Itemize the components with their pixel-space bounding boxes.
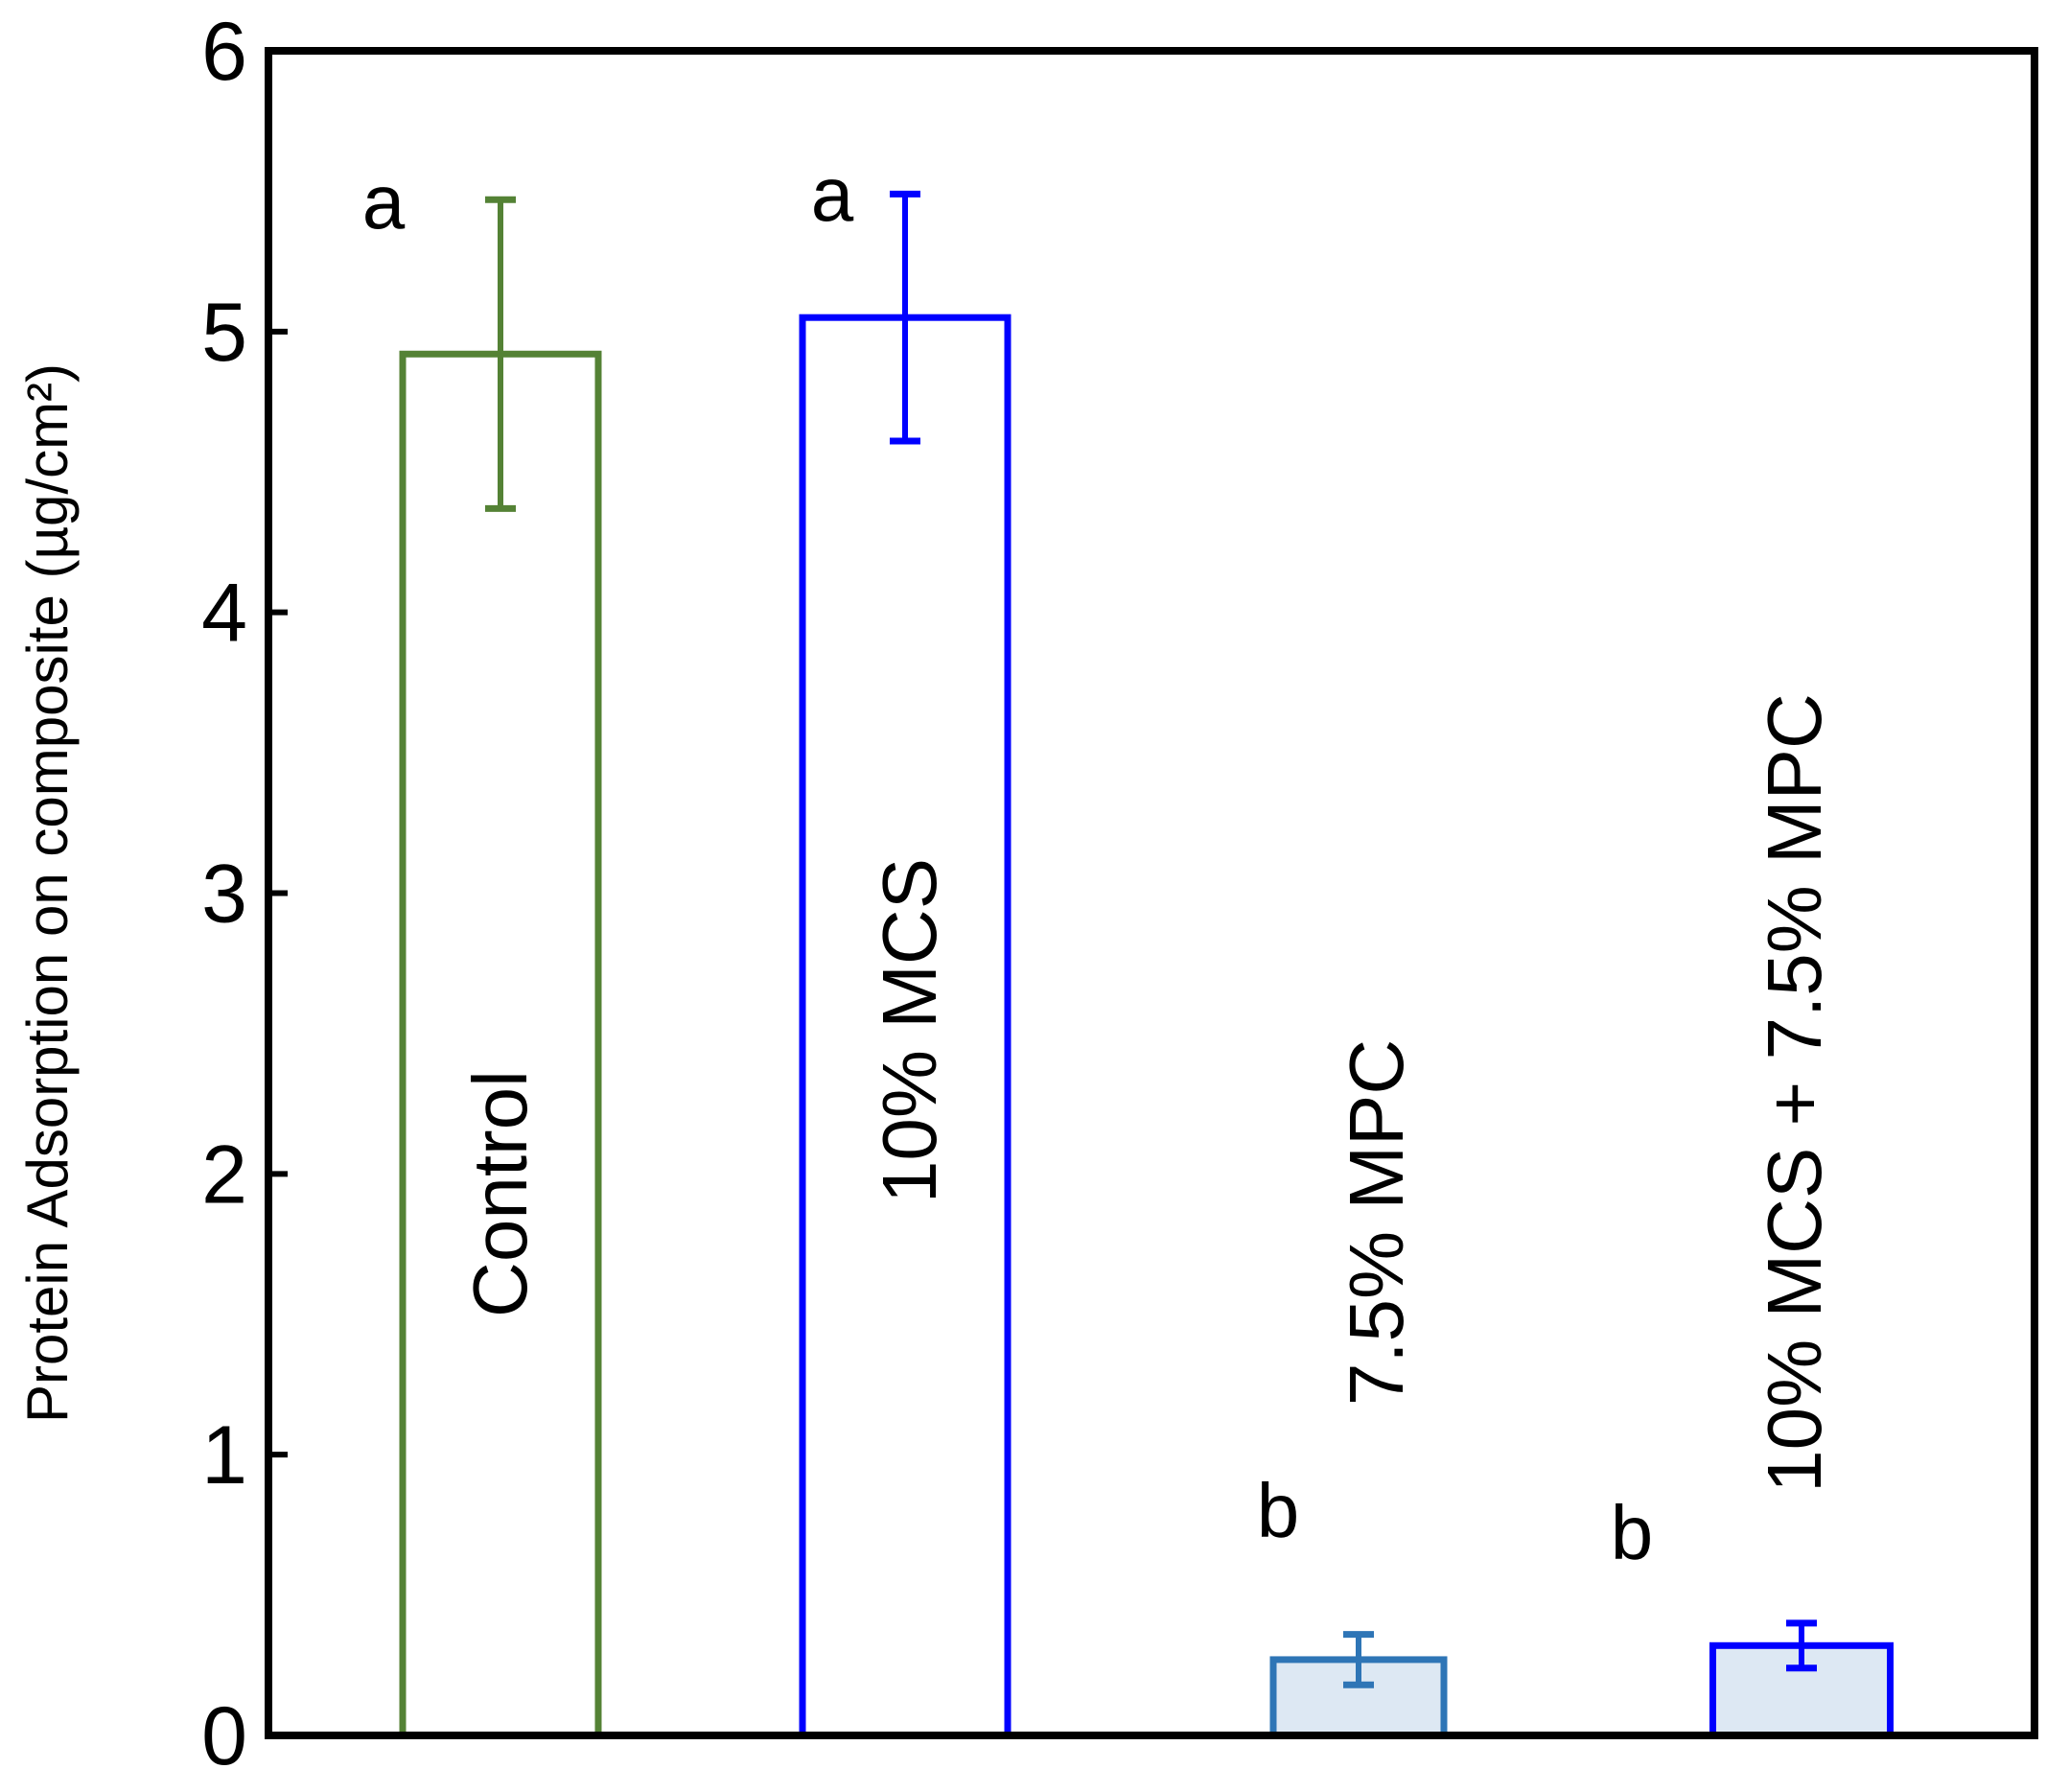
y-axis-label: Protein Adsorption on composite (µg/cm²) [15, 363, 80, 1423]
significance-letter-1: a [362, 159, 406, 244]
category-label-1: Control [457, 1070, 543, 1317]
bar-2 [799, 314, 1011, 1739]
labels-layer: 0 1 2 3 4 5 6 Protein Adsorption on composite (… [15, 6, 1837, 1782]
y-tick-label-3: 3 [201, 849, 247, 941]
category-label-2: 10% MCS [867, 858, 952, 1203]
y-tick-label-4: 4 [201, 568, 247, 660]
bar-1 [399, 350, 602, 1739]
significance-letter-3: b [1257, 1468, 1300, 1553]
y-tick-label-1: 1 [201, 1409, 247, 1501]
category-label-3: 7.5% MPC [1334, 1039, 1419, 1406]
bars-layer [399, 314, 1894, 1739]
y-tick-label-0: 0 [201, 1690, 247, 1782]
y-tick-label-2: 2 [201, 1129, 247, 1221]
y-tick-label-6: 6 [201, 6, 247, 98]
error-bars-layer [485, 190, 1817, 1688]
category-label-4: 10% MCS + 7.5% MPC [1752, 693, 1837, 1493]
y-tick-label-5: 5 [201, 287, 247, 379]
significance-letter-4: b [1611, 1490, 1654, 1575]
significance-letter-2: a [811, 151, 854, 237]
axes-layer [265, 47, 2038, 1739]
